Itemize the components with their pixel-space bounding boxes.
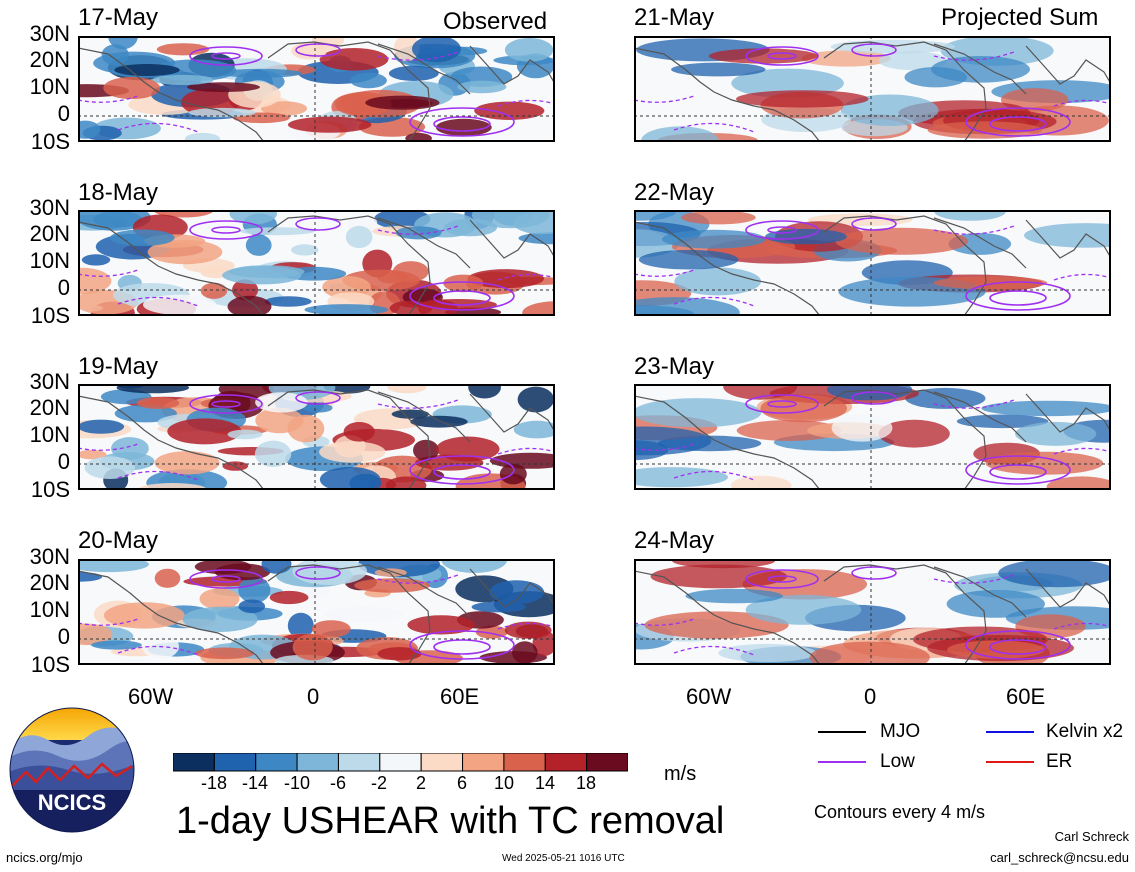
lon-tick: 0 <box>307 684 320 709</box>
lat-tick: 0 <box>57 101 70 126</box>
date-label: 22-May <box>634 179 715 206</box>
colorbar-label: 10 <box>493 773 515 793</box>
lat-tick: 10N <box>29 74 70 99</box>
lat-tick: 10N <box>29 422 70 447</box>
colorbar-swatch <box>296 753 339 772</box>
lat-tick: 10N <box>29 248 70 273</box>
map-panel-22-may <box>634 210 1111 316</box>
map-panel-24-may <box>634 559 1111 665</box>
lon-tick: 60W <box>128 684 174 709</box>
colorbar-label: 14 <box>534 773 556 793</box>
lat-tick: 0 <box>57 624 70 649</box>
lat-tick: 0 <box>57 275 70 300</box>
lat-tick: 30N <box>29 195 70 220</box>
colorbar-label: -6 <box>329 773 347 793</box>
date-label: 20-May <box>78 527 159 554</box>
lat-tick: 30N <box>29 544 70 569</box>
lon-tick: 60E <box>1006 684 1046 709</box>
colorbar-label: 18 <box>575 773 597 793</box>
map-panel-20-may <box>78 559 555 665</box>
figure-title: 1-day USHEAR with TC removal <box>176 800 725 842</box>
legend-label: Low <box>880 751 915 772</box>
colorbar-swatch <box>462 753 505 772</box>
date-label: 24-May <box>634 527 715 554</box>
lat-tick: 30N <box>29 369 70 394</box>
colorbar-label: -14 <box>241 773 269 793</box>
map-panel-23-may <box>634 384 1111 490</box>
lat-tick: 10S <box>30 652 70 677</box>
legend-label: ER <box>1046 751 1073 772</box>
lat-tick: 20N <box>29 221 70 246</box>
logo-text: NCICS <box>38 790 106 815</box>
footer-url: ncics.org/mjo <box>6 850 83 865</box>
projected-heading: Projected Sum <box>941 4 1099 31</box>
colorbar-swatch <box>586 753 628 772</box>
colorbar-swatch <box>255 753 298 772</box>
lat-tick: 10S <box>30 303 70 328</box>
legend-label: Kelvin x2 <box>1046 721 1124 742</box>
colorbar-label: -18 <box>200 773 228 793</box>
lon-tick: 60W <box>686 684 732 709</box>
lat-tick: 20N <box>29 570 70 595</box>
lat-tick: 30N <box>29 21 70 46</box>
er-legend-line <box>986 761 1034 763</box>
colorbar-swatch <box>544 753 588 772</box>
colorbar-swatch <box>379 753 422 772</box>
low-legend-line <box>818 761 866 763</box>
date-label: 17-May <box>78 4 159 31</box>
date-label: 23-May <box>634 353 715 380</box>
colorbar-units: m/s <box>664 763 697 785</box>
legend-label: MJO <box>880 721 921 742</box>
date-label: 18-May <box>78 179 159 206</box>
lon-tick: 0 <box>864 684 877 709</box>
lat-tick: 10N <box>29 597 70 622</box>
contours-note: Contours every 4 m/s <box>814 802 986 822</box>
date-label: 19-May <box>78 353 159 380</box>
mjo-legend-line <box>818 731 866 733</box>
kelvin-legend-line <box>986 731 1034 733</box>
colorbar-label: 2 <box>415 773 427 793</box>
lat-tick: 20N <box>29 47 70 72</box>
lat-tick: 20N <box>29 395 70 420</box>
date-label: 21-May <box>634 4 715 31</box>
colorbar-label: -2 <box>370 773 388 793</box>
map-panel-17-may <box>78 36 555 142</box>
lat-tick: 10S <box>30 129 70 154</box>
lon-tick: 60E <box>440 684 480 709</box>
footer-author: Carl Schreck <box>1054 829 1129 844</box>
colorbar <box>173 753 628 772</box>
map-panel-21-may <box>634 36 1111 142</box>
map-panel-19-may <box>78 384 555 490</box>
colorbar-swatch <box>173 753 215 772</box>
ncics-logo: NCICS <box>9 707 135 833</box>
colorbar-label: -10 <box>283 773 311 793</box>
lat-tick: 0 <box>57 449 70 474</box>
map-panel-18-may <box>78 210 555 316</box>
colorbar-label: 6 <box>456 773 468 793</box>
lat-tick: 10S <box>30 477 70 502</box>
colorbar-swatch <box>503 753 546 772</box>
colorbar-swatch <box>420 753 464 772</box>
footer-email: carl_schreck@ncsu.edu <box>990 850 1129 865</box>
observed-heading: Observed <box>443 8 548 35</box>
colorbar-swatch <box>213 753 257 772</box>
footer-timestamp: Wed 2025-05-21 1016 UTC <box>502 853 625 864</box>
colorbar-swatch <box>337 753 381 772</box>
